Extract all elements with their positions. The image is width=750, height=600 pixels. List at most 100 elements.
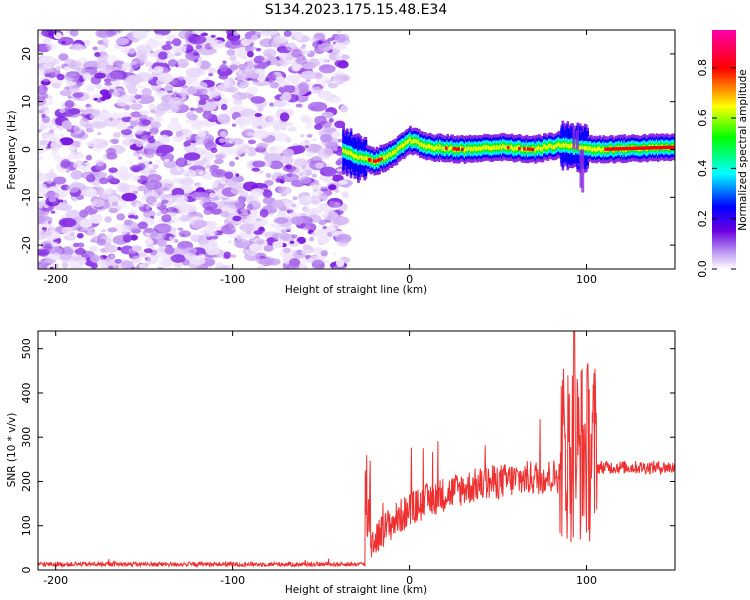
heatmap-cell bbox=[189, 256, 206, 266]
heatmap-cell bbox=[136, 44, 153, 54]
heatmap-cell bbox=[192, 30, 204, 35]
heatmap-cell bbox=[301, 43, 307, 48]
heatmap-cell bbox=[166, 206, 176, 213]
heatmap-cell bbox=[306, 134, 313, 138]
heatmap-cell bbox=[49, 168, 55, 174]
heatmap-cell bbox=[157, 266, 164, 269]
heatmap-cell bbox=[374, 159, 377, 163]
heatmap-cell bbox=[277, 76, 285, 81]
heatmap-cell bbox=[95, 159, 105, 167]
heatmap-cell bbox=[51, 82, 61, 89]
heatmap-cell bbox=[260, 30, 272, 37]
heatmap-cell bbox=[305, 151, 315, 157]
heatmap-cell bbox=[190, 119, 205, 127]
heatmap-cell bbox=[191, 191, 209, 201]
heatmap-cell bbox=[199, 60, 211, 70]
heatmap-cell bbox=[380, 157, 383, 161]
heatmap-cell bbox=[289, 258, 301, 268]
heatmap-cell bbox=[103, 188, 112, 195]
heatmap-cell bbox=[244, 64, 256, 75]
heatmap-cell bbox=[232, 215, 242, 222]
heatmap-cell bbox=[154, 30, 171, 36]
heatmap-cell bbox=[104, 216, 112, 223]
heatmap-cell bbox=[299, 134, 305, 138]
heatmap-cell bbox=[202, 201, 218, 210]
heatmap-cell bbox=[526, 147, 530, 151]
heatmap-cell bbox=[38, 67, 46, 76]
heatmap-cell bbox=[264, 152, 283, 163]
heatmap-cell bbox=[183, 152, 201, 161]
heatmap-cell bbox=[115, 37, 129, 46]
heatmap-cell bbox=[325, 141, 339, 150]
heatmap-cell bbox=[247, 139, 256, 145]
heatmap-cell bbox=[197, 160, 205, 167]
heatmap-cell bbox=[324, 97, 334, 102]
heatmap-cell bbox=[73, 124, 83, 134]
heatmap-cell bbox=[76, 233, 84, 239]
heatmap-cell bbox=[285, 101, 291, 106]
heatmap-cell bbox=[124, 104, 131, 109]
heatmap-cell bbox=[263, 259, 274, 265]
heatmap-cell bbox=[48, 95, 53, 100]
heatmap-cell bbox=[163, 85, 174, 92]
heatmap-cell bbox=[280, 229, 287, 234]
heatmap-cell bbox=[105, 257, 111, 262]
heatmap-cell bbox=[508, 145, 511, 150]
heatmap-cell bbox=[336, 33, 350, 42]
heatmap-cell bbox=[224, 223, 234, 231]
heatmap-cell bbox=[38, 230, 48, 240]
heatmap-cell bbox=[305, 78, 311, 83]
heatmap-cell bbox=[176, 58, 189, 69]
heatmap-cell bbox=[111, 201, 119, 207]
heatmap-cell bbox=[220, 131, 227, 138]
heatmap-cell bbox=[61, 246, 74, 256]
heatmap-cell bbox=[91, 199, 105, 208]
heatmap-cell bbox=[167, 211, 177, 217]
heatmap-cell bbox=[320, 82, 327, 87]
colorbar-gradient bbox=[712, 30, 736, 269]
y-tick-label: -10 bbox=[20, 188, 33, 206]
heatmap-cell bbox=[138, 252, 147, 257]
heatmap-cell bbox=[236, 235, 242, 240]
heatmap-cell bbox=[123, 219, 133, 226]
heatmap-cell bbox=[47, 68, 55, 73]
heatmap-cell bbox=[156, 211, 162, 217]
heatmap-cell bbox=[170, 227, 177, 231]
heatmap-cell bbox=[249, 243, 263, 252]
heatmap-cell bbox=[73, 160, 88, 170]
heatmap-cell bbox=[79, 209, 88, 218]
heatmap-cell bbox=[302, 227, 308, 231]
heatmap-cell bbox=[235, 72, 250, 81]
heatmap-cell bbox=[582, 146, 586, 151]
heatmap-cell bbox=[161, 199, 169, 204]
heatmap-cell bbox=[318, 40, 323, 45]
heatmap-cell bbox=[79, 218, 93, 228]
heatmap-cell bbox=[219, 97, 232, 104]
heatmap-cell bbox=[203, 233, 211, 238]
heatmap-cell bbox=[231, 123, 237, 127]
heatmap-cell bbox=[185, 67, 204, 77]
heatmap-cell bbox=[156, 102, 172, 112]
heatmap-cell bbox=[270, 145, 286, 155]
heatmap-cell bbox=[49, 246, 63, 255]
heatmap-cell bbox=[131, 61, 138, 65]
heatmap-cell bbox=[317, 90, 333, 99]
heatmap-cell bbox=[295, 57, 308, 65]
heatmap-cell bbox=[79, 117, 90, 127]
heatmap-cell bbox=[271, 199, 285, 209]
heatmap-cell bbox=[105, 147, 117, 155]
heatmap-cell bbox=[73, 151, 79, 156]
heatmap-cell bbox=[209, 192, 216, 198]
heatmap-cell bbox=[234, 116, 253, 126]
heatmap-cell bbox=[228, 240, 232, 244]
heatmap-cell bbox=[318, 193, 328, 202]
heatmap-cell bbox=[72, 92, 84, 98]
heatmap-cell bbox=[310, 86, 322, 94]
heatmap-cell bbox=[336, 74, 351, 82]
heatmap-cell bbox=[142, 195, 148, 199]
heatmap-cell bbox=[292, 63, 301, 72]
heatmap-cell bbox=[256, 142, 269, 149]
heatmap-cell bbox=[302, 244, 312, 251]
heatmap-cell bbox=[673, 145, 675, 149]
heatmap-cell bbox=[642, 146, 646, 150]
